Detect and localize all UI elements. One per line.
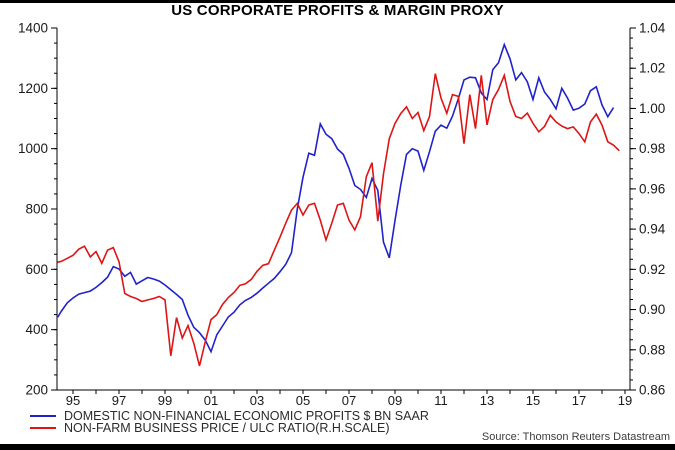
- x-axis-year-label: 01: [204, 393, 218, 408]
- left-axis-tick-label: 800: [25, 202, 48, 217]
- x-axis-year-label: 11: [434, 393, 448, 408]
- x-axis-year-label: 09: [388, 393, 402, 408]
- profits-line-swatch: [30, 414, 56, 417]
- x-axis-year-label: 05: [296, 393, 310, 408]
- right-axis-tick-label: 1.00: [639, 101, 665, 116]
- left-axis-tick-label: 400: [25, 322, 48, 337]
- profits-line: [56, 42, 615, 354]
- legend-item-ulc-ratio: NON-FARM BUSINESS PRICE / ULC RATIO(R.H.…: [30, 420, 390, 435]
- ulc-ratio-line: [57, 72, 620, 367]
- right-axis-tick-label: 1.02: [639, 61, 665, 76]
- right-axis-tick-label: 1.04: [639, 21, 666, 36]
- left-axis-tick-label: 600: [25, 262, 48, 277]
- source-note: Source: Thomson Reuters Datastream: [481, 431, 670, 443]
- legend-item-profits: DOMESTIC NON-FINANCIAL ECONOMIC PROFITS …: [30, 408, 429, 423]
- x-axis-year-label: 17: [572, 393, 586, 408]
- legend-label-profits: DOMESTIC NON-FINANCIAL ECONOMIC PROFITS …: [64, 408, 429, 423]
- right-axis-tick-label: 0.86: [639, 383, 665, 398]
- right-axis-tick-label: 0.96: [639, 181, 665, 196]
- left-axis-tick-label: 1000: [18, 141, 48, 156]
- bottom-border-bar: [0, 444, 675, 450]
- x-axis-year-label: 07: [342, 393, 356, 408]
- legend-label-ulc-ratio: NON-FARM BUSINESS PRICE / ULC RATIO(R.H.…: [64, 420, 390, 435]
- right-axis-tick-label: 0.90: [639, 302, 665, 317]
- x-axis-year-label: 03: [250, 393, 264, 408]
- left-axis-tick-label: 1400: [18, 21, 48, 36]
- chart-title: US CORPORATE PROFITS & MARGIN PROXY: [171, 2, 504, 19]
- right-axis-tick-label: 0.94: [639, 222, 666, 237]
- x-axis-year-label: 19: [618, 393, 632, 408]
- x-axis-year-label: 15: [526, 393, 540, 408]
- right-axis-tick-label: 0.98: [639, 141, 665, 156]
- x-axis-year-label: 13: [480, 393, 494, 408]
- left-axis-tick-label: 200: [25, 383, 48, 398]
- x-axis-year-label: 99: [158, 393, 172, 408]
- x-axis-year-label: 95: [66, 393, 80, 408]
- ulc-ratio-line-swatch: [30, 426, 56, 429]
- top-border-bar: [0, 0, 675, 3]
- right-axis-tick-label: 0.88: [639, 342, 665, 357]
- x-axis-year-label: 97: [112, 393, 126, 408]
- right-axis-tick-label: 0.92: [639, 262, 665, 277]
- left-axis-tick-label: 1200: [18, 81, 48, 96]
